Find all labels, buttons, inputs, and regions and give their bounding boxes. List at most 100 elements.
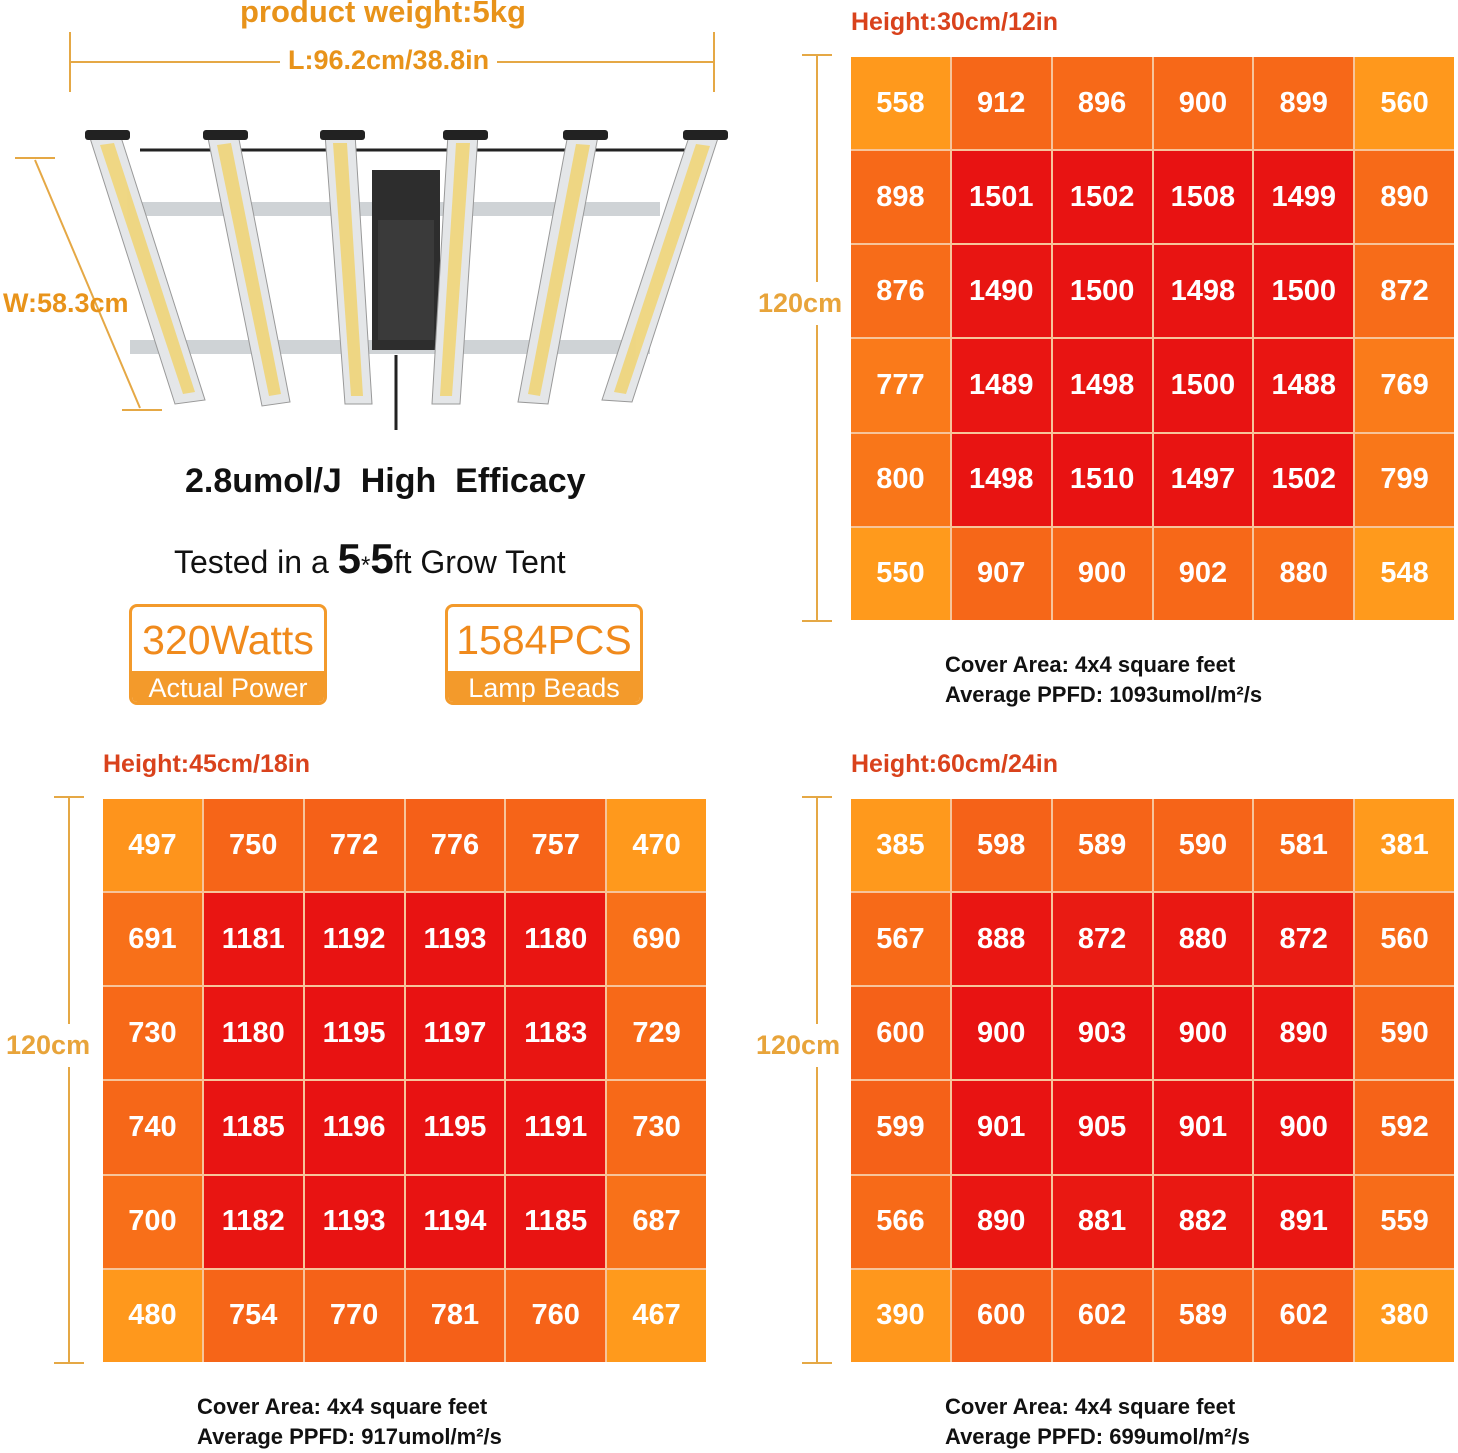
tested-prefix: Tested in a [174,544,338,580]
ppfd-cell: 770 [304,1269,404,1362]
ppfd-cell: 772 [304,799,404,892]
ppfd-cell: 754 [203,1269,303,1362]
ppfd-cell: 1502 [1052,151,1152,244]
scale-tick [54,796,84,798]
map-30cm-scale-line [816,55,818,621]
average-ppfd: Average PPFD: 699umol/m²/s [945,1424,1250,1449]
width-label: W:58.3cm [3,288,129,318]
ppfd-cell: 896 [1052,57,1152,150]
map-60cm-caption: Cover Area: 4x4 square feet Average PPFD… [945,1392,1250,1452]
ppfd-cell: 899 [1254,57,1354,150]
ppfd-cell: 567 [851,893,950,986]
scale-tick [802,54,832,56]
ppfd-cell: 1195 [405,1081,505,1174]
power-value: 320Watts [142,617,314,663]
ppfd-cell: 599 [851,1081,950,1174]
ppfd-cell: 480 [103,1269,202,1362]
ppfd-cell: 381 [1355,799,1454,892]
ppfd-cell: 776 [405,799,505,892]
tent-size-separator: * [361,552,371,579]
ppfd-cell: 777 [851,339,950,432]
ppfd-cell: 1192 [304,893,404,986]
ppfd-cell: 900 [951,987,1051,1080]
ppfd-cell: 700 [103,1175,202,1268]
ppfd-cell: 1488 [1254,339,1354,432]
tent-size-2: 5 [370,535,394,582]
average-ppfd: Average PPFD: 917umol/m²/s [197,1424,502,1449]
ppfd-cell: 602 [1254,1269,1354,1362]
scale-tick [802,1362,832,1364]
ppfd-cell: 891 [1254,1175,1354,1268]
ppfd-cell: 548 [1355,527,1454,620]
ppfd-cell: 750 [203,799,303,892]
cover-area: Cover Area: 4x4 square feet [197,1394,488,1419]
scale-tick [54,1362,84,1364]
ppfd-cell: 1490 [951,245,1051,338]
ppfd-cell: 560 [1355,57,1454,150]
ppfd-cell: 1183 [506,987,606,1080]
map-45cm-scale-line [68,797,70,1363]
ppfd-cell: 1500 [1052,245,1152,338]
ppfd-cell: 566 [851,1175,950,1268]
ppfd-cell: 1191 [506,1081,606,1174]
ppfd-cell: 730 [103,987,202,1080]
ppfd-cell: 1498 [1052,339,1152,432]
ppfd-cell: 1510 [1052,433,1152,526]
ppfd-cell: 872 [1052,893,1152,986]
ppfd-cell: 602 [1052,1269,1152,1362]
length-marker-right [713,32,715,92]
ppfd-cell: 581 [1254,799,1354,892]
ppfd-cell: 1500 [1153,339,1253,432]
ppfd-cell: 890 [1254,987,1354,1080]
map-45cm-side: 120cm [6,1024,91,1067]
ppfd-cell: 1497 [1153,433,1253,526]
scale-tick [802,796,832,798]
ppfd-cell: 380 [1355,1269,1454,1362]
ppfd-cell: 1502 [1254,433,1354,526]
map-30cm-height: Height:30cm/12in [851,8,1059,36]
ppfd-cell: 1185 [203,1081,303,1174]
ppfd-cell: 872 [1254,893,1354,986]
ppfd-cell: 691 [103,893,202,986]
map-60cm-height: Height:60cm/24in [851,750,1059,778]
power-badge: 320Watts Actual Power [129,604,327,705]
ppfd-cell: 907 [951,527,1051,620]
ppfd-cell: 1195 [304,987,404,1080]
ppfd-cell: 1193 [304,1175,404,1268]
ppfd-cell: 560 [1355,893,1454,986]
map-30cm-side: 120cm [758,282,843,325]
cover-area: Cover Area: 4x4 square feet [945,1394,1236,1419]
ppfd-cell: 589 [1153,1269,1253,1362]
ppfd-cell: 550 [851,527,950,620]
ppfd-cell: 769 [1355,339,1454,432]
ppfd-cell: 1489 [951,339,1051,432]
ppfd-cell: 730 [607,1081,706,1174]
map-60cm-side: 120cm [756,1024,841,1067]
map-30cm-caption: Cover Area: 4x4 square feet Average PPFD… [945,650,1262,710]
grow-light-image [15,130,728,430]
map-45cm-height: Height:45cm/18in [103,750,311,778]
ppfd-cell: 905 [1052,1081,1152,1174]
ppfd-cell: 1181 [203,893,303,986]
ppfd-cell: 390 [851,1269,950,1362]
ppfd-cell: 888 [951,893,1051,986]
ppfd-cell: 760 [506,1269,606,1362]
ppfd-cell: 1194 [405,1175,505,1268]
ppfd-cell: 592 [1355,1081,1454,1174]
ppfd-cell: 600 [851,987,950,1080]
product-weight: product weight:5kg [240,0,526,29]
ppfd-cell: 903 [1052,987,1152,1080]
beads-badge: 1584PCS Lamp Beads [445,604,643,705]
ppfd-cell: 799 [1355,433,1454,526]
ppfd-cell: 1498 [1153,245,1253,338]
average-ppfd: Average PPFD: 1093umol/m²/s [945,682,1263,707]
ppfd-cell: 1180 [506,893,606,986]
ppfd-cell: 558 [851,57,950,150]
ppfd-map-60cm: 385 598 589 590 581 381 567 888 872 880 872 560 600 9… [851,799,1454,1362]
ppfd-cell: 1193 [405,893,505,986]
ppfd-cell: 740 [103,1081,202,1174]
ppfd-cell: 876 [851,245,950,338]
ppfd-cell: 890 [951,1175,1051,1268]
ppfd-cell: 912 [951,57,1051,150]
ppfd-cell: 881 [1052,1175,1152,1268]
